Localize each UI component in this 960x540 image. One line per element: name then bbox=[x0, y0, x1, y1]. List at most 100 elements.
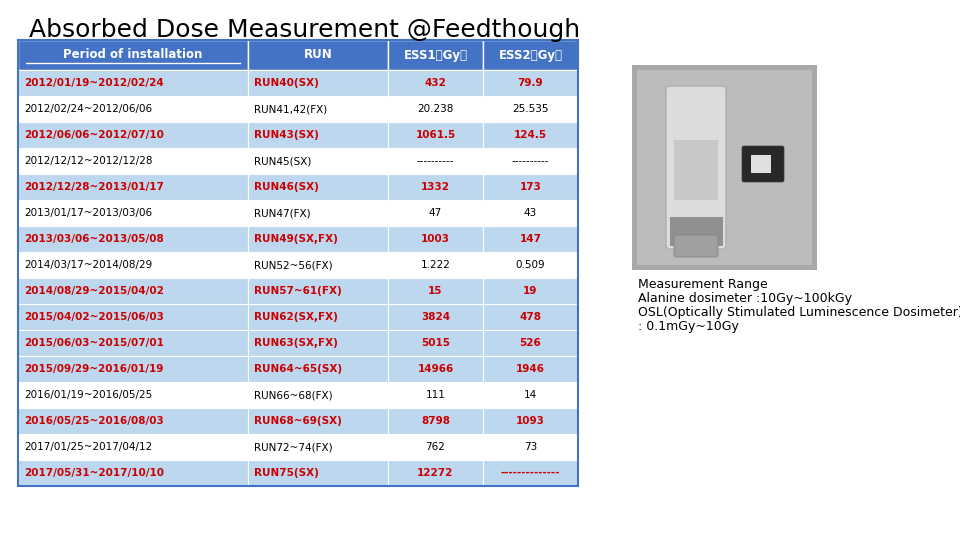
FancyBboxPatch shape bbox=[666, 86, 726, 249]
Bar bbox=[483, 330, 578, 356]
Text: 1.222: 1.222 bbox=[420, 260, 450, 270]
Bar bbox=[388, 408, 483, 434]
FancyBboxPatch shape bbox=[674, 235, 718, 257]
Bar bbox=[18, 200, 248, 226]
Text: 20.238: 20.238 bbox=[418, 104, 454, 114]
Text: 173: 173 bbox=[519, 182, 541, 192]
Text: RUN45(SX): RUN45(SX) bbox=[254, 156, 311, 166]
Bar bbox=[388, 174, 483, 200]
Bar bbox=[388, 278, 483, 304]
Bar bbox=[18, 278, 248, 304]
Bar bbox=[388, 70, 483, 96]
Text: 2012/02/24~2012/06/06: 2012/02/24~2012/06/06 bbox=[24, 104, 152, 114]
Text: 1061.5: 1061.5 bbox=[416, 130, 456, 140]
Text: Period of installation: Period of installation bbox=[63, 49, 203, 62]
Text: 147: 147 bbox=[519, 234, 541, 244]
Bar bbox=[483, 70, 578, 96]
Bar bbox=[248, 382, 388, 408]
Text: RUN68~69(SX): RUN68~69(SX) bbox=[254, 416, 342, 426]
Bar bbox=[18, 96, 248, 122]
Text: RUN40(SX): RUN40(SX) bbox=[254, 78, 319, 88]
Text: RUN75(SX): RUN75(SX) bbox=[254, 468, 319, 478]
Text: 2015/04/02~2015/06/03: 2015/04/02~2015/06/03 bbox=[24, 312, 164, 322]
Bar bbox=[248, 40, 388, 70]
Text: RUN64~65(SX): RUN64~65(SX) bbox=[254, 364, 342, 374]
Text: ----------: ---------- bbox=[417, 156, 454, 166]
Text: 2012/06/06~2012/07/10: 2012/06/06~2012/07/10 bbox=[24, 130, 164, 140]
Text: --------------: -------------- bbox=[501, 468, 561, 478]
Text: OSL(Optically Stimulated Luminescence Dosimeter): OSL(Optically Stimulated Luminescence Do… bbox=[638, 306, 960, 319]
Text: RUN41,42(FX): RUN41,42(FX) bbox=[254, 104, 327, 114]
Bar bbox=[18, 70, 248, 96]
Text: 0.509: 0.509 bbox=[516, 260, 545, 270]
Text: 2016/05/25~2016/08/03: 2016/05/25~2016/08/03 bbox=[24, 416, 164, 426]
Text: RUN72~74(FX): RUN72~74(FX) bbox=[254, 442, 332, 452]
Text: ESS1（Gy）: ESS1（Gy） bbox=[403, 49, 468, 62]
Bar bbox=[388, 122, 483, 148]
Text: 2012/12/12~2012/12/28: 2012/12/12~2012/12/28 bbox=[24, 156, 153, 166]
Bar bbox=[483, 40, 578, 70]
Text: RUN46(SX): RUN46(SX) bbox=[254, 182, 319, 192]
Bar bbox=[18, 460, 248, 486]
Text: 25.535: 25.535 bbox=[513, 104, 549, 114]
Text: RUN52~56(FX): RUN52~56(FX) bbox=[254, 260, 332, 270]
Bar bbox=[18, 382, 248, 408]
Bar bbox=[248, 174, 388, 200]
Bar bbox=[388, 226, 483, 252]
Bar bbox=[483, 434, 578, 460]
Text: 79.9: 79.9 bbox=[517, 78, 543, 88]
Bar bbox=[18, 122, 248, 148]
Text: 3824: 3824 bbox=[420, 312, 450, 322]
Text: 8798: 8798 bbox=[421, 416, 450, 426]
Bar bbox=[248, 278, 388, 304]
Text: RUN43(SX): RUN43(SX) bbox=[254, 130, 319, 140]
Bar bbox=[248, 70, 388, 96]
Text: 1332: 1332 bbox=[421, 182, 450, 192]
Text: RUN66~68(FX): RUN66~68(FX) bbox=[254, 390, 332, 400]
Bar bbox=[248, 408, 388, 434]
Bar bbox=[388, 148, 483, 174]
Bar bbox=[248, 434, 388, 460]
Bar bbox=[248, 330, 388, 356]
Text: Absorbed Dose Measurement @Feedthough: Absorbed Dose Measurement @Feedthough bbox=[30, 18, 581, 42]
Text: 762: 762 bbox=[425, 442, 445, 452]
Bar bbox=[248, 200, 388, 226]
Text: 2017/05/31~2017/10/10: 2017/05/31~2017/10/10 bbox=[24, 468, 164, 478]
FancyBboxPatch shape bbox=[742, 146, 784, 182]
Bar bbox=[18, 148, 248, 174]
Bar bbox=[483, 96, 578, 122]
Bar bbox=[18, 174, 248, 200]
Text: 47: 47 bbox=[429, 208, 443, 218]
Text: ----------: ---------- bbox=[512, 156, 549, 166]
Bar bbox=[483, 200, 578, 226]
Text: 14: 14 bbox=[524, 390, 538, 400]
Bar bbox=[18, 330, 248, 356]
Bar bbox=[388, 200, 483, 226]
Bar bbox=[388, 382, 483, 408]
Bar bbox=[483, 148, 578, 174]
Text: 2014/08/29~2015/04/02: 2014/08/29~2015/04/02 bbox=[24, 286, 164, 296]
Text: RUN49(SX,FX): RUN49(SX,FX) bbox=[254, 234, 338, 244]
Text: ESS2（Gy）: ESS2（Gy） bbox=[498, 49, 563, 62]
Text: RUN57~61(FX): RUN57~61(FX) bbox=[254, 286, 342, 296]
Bar bbox=[18, 40, 578, 486]
Bar bbox=[388, 434, 483, 460]
Text: 2012/01/19~2012/02/24: 2012/01/19~2012/02/24 bbox=[24, 78, 164, 88]
Bar bbox=[18, 434, 248, 460]
Bar bbox=[248, 226, 388, 252]
Bar bbox=[674, 140, 718, 200]
Bar bbox=[670, 217, 722, 245]
Bar bbox=[248, 148, 388, 174]
Text: 1946: 1946 bbox=[516, 364, 545, 374]
Text: RUN62(SX,FX): RUN62(SX,FX) bbox=[254, 312, 338, 322]
Text: 2015/06/03~2015/07/01: 2015/06/03~2015/07/01 bbox=[24, 338, 164, 348]
Text: 12272: 12272 bbox=[418, 468, 454, 478]
Bar bbox=[388, 304, 483, 330]
Text: 2015/09/29~2016/01/19: 2015/09/29~2016/01/19 bbox=[24, 364, 163, 374]
Bar bbox=[483, 408, 578, 434]
Bar bbox=[388, 356, 483, 382]
Bar bbox=[18, 304, 248, 330]
Text: 2012/12/28~2013/01/17: 2012/12/28~2013/01/17 bbox=[24, 182, 164, 192]
Bar bbox=[388, 330, 483, 356]
Bar bbox=[483, 356, 578, 382]
